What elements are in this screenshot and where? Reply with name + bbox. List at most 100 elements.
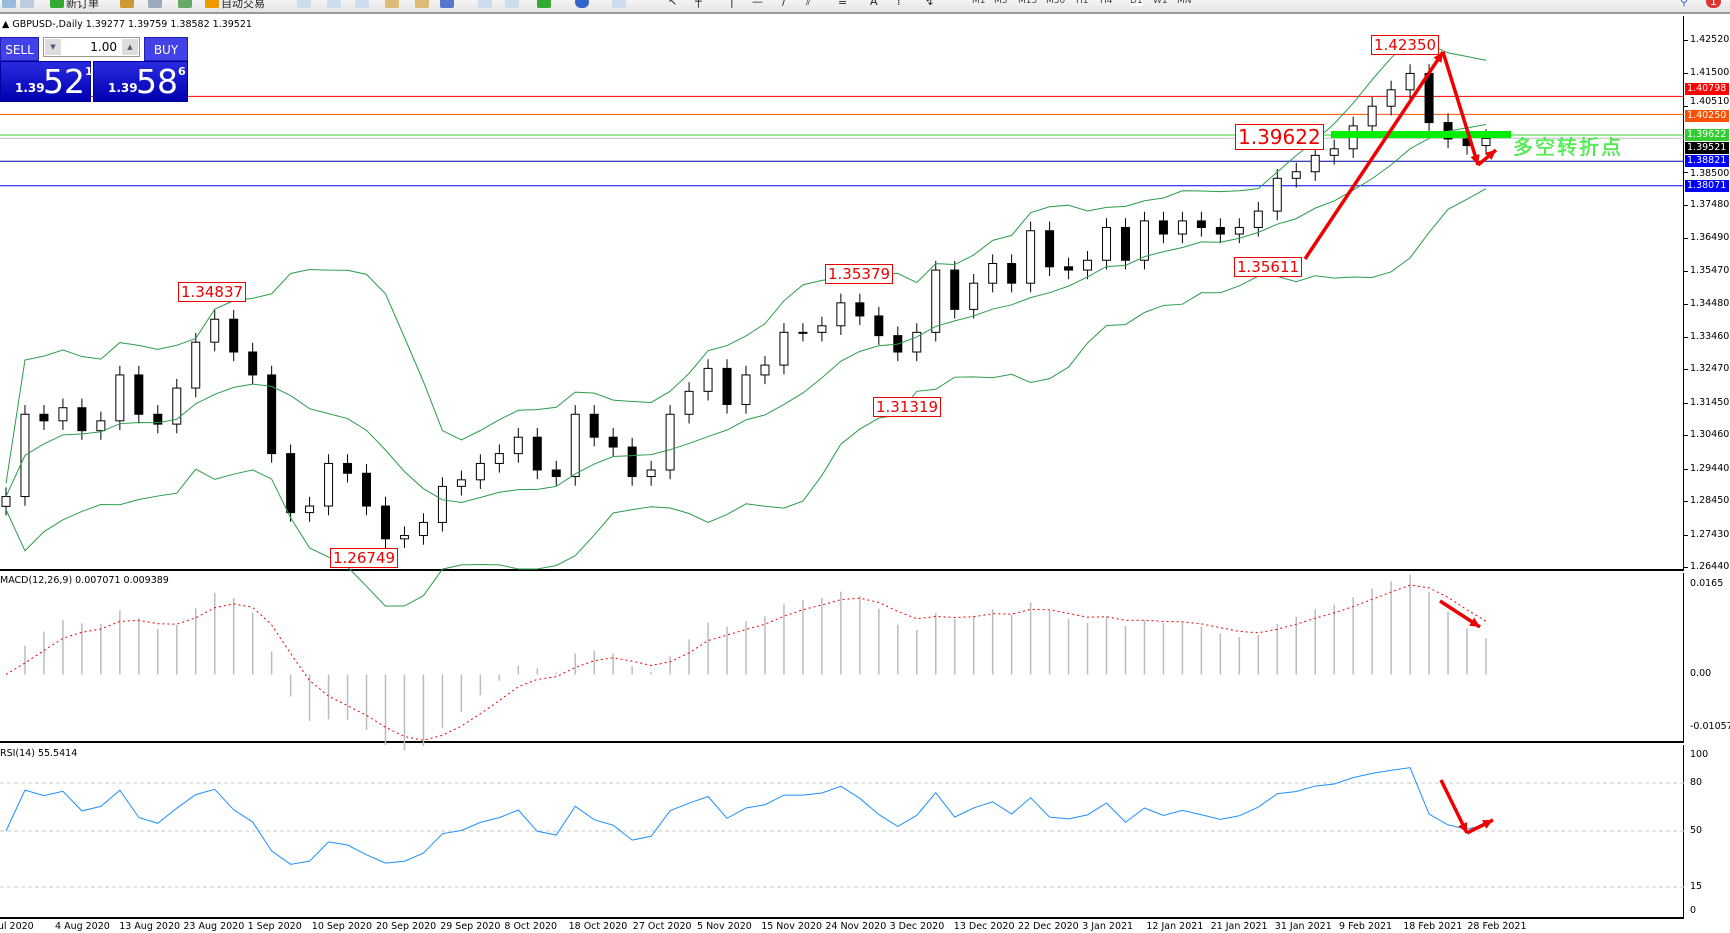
trendline-icon[interactable]: /: [782, 0, 786, 8]
zoom-icon[interactable]: [20, 0, 34, 8]
candle-body: [1386, 89, 1396, 107]
price-annotation: 1.35379: [825, 264, 894, 284]
scroll-icon[interactable]: [478, 0, 492, 8]
timeframe-m30[interactable]: M30: [1046, 0, 1066, 6]
cursor-icon[interactable]: ↖: [668, 0, 678, 8]
tile-icon[interactable]: [440, 0, 454, 8]
notification-badge[interactable]: 1: [1706, 0, 1721, 8]
search-icon[interactable]: ⚲: [1680, 0, 1689, 8]
candle-body: [988, 263, 998, 284]
candle-body: [608, 436, 618, 448]
price-axis-label: 1.42520: [1690, 34, 1730, 45]
price-level-label: 1.38071: [1685, 179, 1729, 192]
autotrading-icon[interactable]: [205, 0, 219, 8]
sell-price[interactable]: 1.39 52 1: [0, 61, 93, 102]
candle-body: [855, 302, 865, 317]
rsi-title: RSI(14) 55.5414: [0, 748, 78, 759]
price-axis-tick: [1684, 468, 1688, 470]
price-axis-label: 1.38500: [1690, 168, 1730, 180]
print-icon[interactable]: [2, 0, 16, 8]
horizontal-line-icon[interactable]: —: [752, 0, 763, 8]
line-chart-icon[interactable]: [355, 0, 369, 8]
text-icon[interactable]: A: [870, 0, 878, 8]
toolbar: 新订单 自动交易 ↖ ┼ | — / ⫽ ≡ A ⁞ ↯ M1 M5 M15 M30 H…: [0, 0, 1730, 14]
timeframe-h1[interactable]: H1: [1076, 0, 1089, 6]
candle-body: [39, 413, 49, 422]
price-level-label: 1.38821: [1685, 155, 1729, 168]
timeframe-m1[interactable]: M1: [972, 0, 986, 6]
fibonacci-icon[interactable]: ≡: [838, 0, 848, 8]
date-axis-label: 24 Nov 2020: [825, 921, 887, 932]
candle-body: [798, 331, 808, 334]
date-axis-label: 31 Jan 2021: [1274, 921, 1332, 932]
channel-icon[interactable]: ⫽: [806, 0, 811, 8]
price-annotation: 1.31319: [873, 397, 942, 417]
candle-body: [722, 367, 732, 405]
signal-icon[interactable]: [178, 0, 192, 8]
timeframe-h4[interactable]: H4: [1100, 0, 1113, 6]
price-axis-tick: [1684, 369, 1688, 371]
buy-price-fraction: 6: [178, 65, 186, 78]
price-level-label: 1.40250: [1685, 110, 1729, 123]
periods-icon[interactable]: [575, 0, 589, 8]
rsi-axis-label: 50: [1690, 825, 1703, 836]
shift-icon[interactable]: [505, 0, 519, 8]
date-axis-label: 12 Jan 2021: [1146, 921, 1204, 932]
templates-icon[interactable]: [612, 0, 626, 8]
new-order-button[interactable]: 新订单: [66, 0, 99, 10]
candle-body: [1196, 220, 1206, 228]
candle-body: [931, 269, 941, 333]
candle-body: [760, 364, 770, 376]
candle-body: [684, 390, 694, 415]
timeframe-d1[interactable]: D1: [1130, 0, 1143, 6]
candle-body: [570, 413, 580, 478]
price-level-label: 1.39521: [1685, 142, 1729, 155]
cloud-icon[interactable]: [148, 0, 162, 8]
autotrading-button[interactable]: 自动交易: [221, 0, 265, 10]
candle-body: [134, 374, 144, 415]
candle-body: [1291, 171, 1301, 179]
volume-input[interactable]: ▼ 1.00 ▲: [43, 37, 140, 57]
candle-body: [912, 331, 922, 353]
label-icon[interactable]: ⁞: [897, 0, 901, 8]
date-axis-label: 8 Oct 2020: [504, 921, 558, 932]
new-order-icon[interactable]: [50, 0, 64, 8]
price-annotation: 1.35611: [1234, 257, 1303, 277]
timeframe-m15[interactable]: M15: [1018, 0, 1038, 6]
macd-panel[interactable]: [0, 573, 1684, 743]
timeframe-w1[interactable]: W1: [1153, 0, 1168, 6]
sell-button[interactable]: SELL: [0, 37, 39, 61]
volume-down-icon[interactable]: ▼: [45, 39, 61, 55]
date-axis-label: 21 Jan 2021: [1210, 921, 1268, 932]
bar-chart-icon[interactable]: [297, 0, 311, 8]
candle-body: [324, 462, 334, 507]
price-axis-label: 1.35470: [1690, 265, 1730, 277]
vertical-line-icon[interactable]: |: [730, 0, 734, 8]
zoom-out-icon[interactable]: [415, 0, 429, 8]
candle-body: [1177, 220, 1187, 235]
volume-up-icon[interactable]: ▲: [122, 39, 138, 55]
buy-button[interactable]: BUY: [144, 37, 188, 61]
candle-body: [362, 472, 372, 507]
price-chart-panel[interactable]: [0, 16, 1684, 571]
arrows-icon[interactable]: ↯: [925, 0, 935, 8]
price-axis-tick: [1684, 40, 1688, 41]
price-axis-tick: [1684, 402, 1688, 404]
zoom-in-icon[interactable]: [385, 0, 399, 8]
candle-body: [210, 318, 220, 343]
candle-body: [1310, 154, 1320, 173]
crosshair-icon[interactable]: ┼: [695, 0, 702, 8]
trend-down-arrow-head: [1470, 154, 1480, 165]
timeframe-mn[interactable]: MN: [1177, 0, 1192, 6]
date-axis-label: 15 Nov 2020: [761, 921, 823, 932]
timeframe-m5[interactable]: M5: [994, 0, 1008, 6]
market-icon[interactable]: [120, 0, 134, 8]
rsi-panel[interactable]: [0, 745, 1684, 919]
buy-price[interactable]: 1.39 58 6: [93, 61, 188, 102]
candle-chart-icon[interactable]: [327, 0, 341, 8]
price-axis-tick: [1684, 205, 1688, 207]
volume-value[interactable]: 1.00: [90, 40, 117, 54]
indicators-icon[interactable]: [537, 0, 551, 8]
price-axis-tick: [1684, 534, 1688, 536]
date-axis-label: 4 Aug 2020: [55, 921, 110, 932]
